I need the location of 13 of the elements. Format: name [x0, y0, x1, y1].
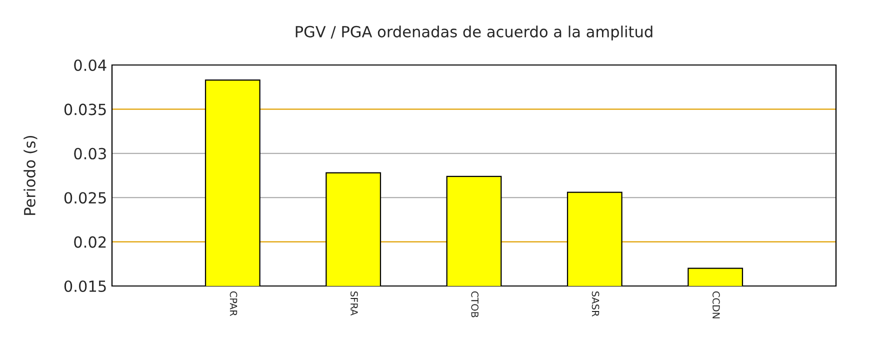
- y-tick-label: 0.035: [64, 104, 106, 116]
- x-tick-label: SASR: [592, 292, 600, 317]
- y-tick-label: 0.03: [74, 148, 106, 160]
- x-tick-label: SFRA: [350, 292, 358, 316]
- y-tick-label: 0.025: [64, 192, 106, 204]
- y-tick-label: 0.02: [74, 236, 106, 248]
- chart-title: PGV / PGA ordenadas de acuerdo a la amplitud: [296, 26, 652, 40]
- y-axis-title: Periodo (s): [24, 136, 38, 215]
- x-tick-label: CCDN: [712, 291, 720, 318]
- y-tick-label: 0.015: [64, 280, 106, 292]
- x-tick-label: CTOB: [471, 291, 479, 318]
- x-tick-label: CPAR: [230, 291, 238, 316]
- y-tick-label: 0.04: [74, 59, 106, 72]
